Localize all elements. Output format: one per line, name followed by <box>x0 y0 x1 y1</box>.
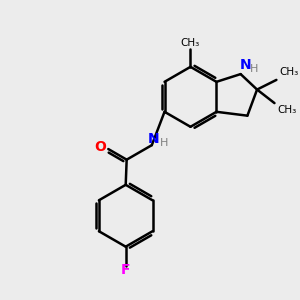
Text: O: O <box>94 140 106 154</box>
Text: H: H <box>250 64 258 74</box>
Text: N: N <box>240 58 251 72</box>
Text: CH₃: CH₃ <box>278 105 297 115</box>
Text: CH₃: CH₃ <box>181 38 200 47</box>
Text: N: N <box>148 132 160 146</box>
Text: H: H <box>160 138 169 148</box>
Text: F: F <box>121 263 130 277</box>
Text: CH₃: CH₃ <box>279 67 298 77</box>
